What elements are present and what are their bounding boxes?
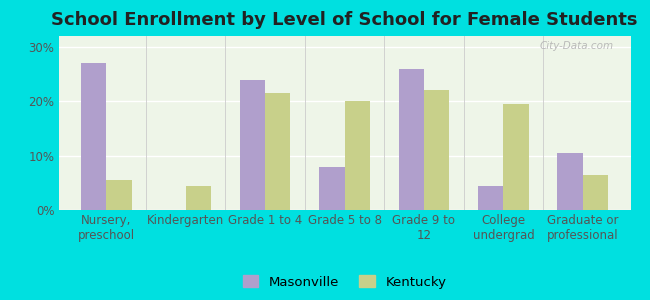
Bar bbox=[106, 180, 131, 210]
Bar bbox=[398, 69, 424, 210]
Title: School Enrollment by Level of School for Female Students: School Enrollment by Level of School for… bbox=[51, 11, 638, 29]
Bar bbox=[344, 101, 370, 210]
Bar bbox=[424, 90, 449, 210]
Text: City-Data.com: City-Data.com bbox=[540, 41, 614, 51]
Bar bbox=[558, 153, 583, 210]
Bar bbox=[478, 185, 503, 210]
Bar bbox=[503, 104, 529, 210]
Bar bbox=[240, 80, 265, 210]
Bar bbox=[319, 167, 344, 210]
Bar bbox=[265, 93, 291, 210]
Bar bbox=[81, 63, 106, 210]
Bar bbox=[583, 175, 608, 210]
Bar bbox=[186, 185, 211, 210]
Legend: Masonville, Kentucky: Masonville, Kentucky bbox=[237, 270, 452, 294]
